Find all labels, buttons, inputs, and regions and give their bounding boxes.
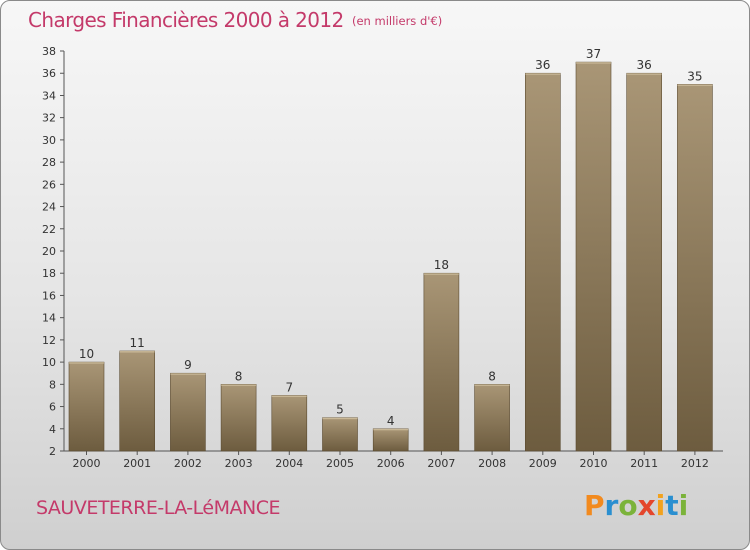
bar-top-edge <box>576 62 611 64</box>
data-label: 5 <box>336 403 344 417</box>
bar-2010 <box>575 61 612 452</box>
data-label: 35 <box>687 69 702 83</box>
bar-top-edge <box>271 395 307 397</box>
bar-2002 <box>170 372 206 452</box>
y-tick-label: 14 <box>42 312 56 325</box>
y-tick-label: 22 <box>42 223 56 236</box>
x-tick-label: 2008 <box>478 457 506 470</box>
y-tick-label: 2 <box>49 445 56 458</box>
logo-letter: i <box>655 489 666 522</box>
bars <box>68 61 713 452</box>
bar-top-edge <box>221 384 257 386</box>
x-tick-label: 2006 <box>377 457 405 470</box>
logo-letter: t <box>665 489 679 522</box>
bar-2005 <box>322 417 358 452</box>
x-tick-label: 2012 <box>681 457 709 470</box>
bar-top-edge <box>525 73 561 75</box>
data-label: 4 <box>387 414 395 428</box>
bar-top-edge <box>119 351 155 353</box>
data-label: 18 <box>434 258 449 272</box>
bar-top-edge <box>423 273 459 275</box>
y-tick-label: 4 <box>49 423 56 436</box>
y-tick-label: 10 <box>42 356 56 369</box>
logo-letter: o <box>618 489 638 522</box>
bar-2012 <box>677 84 713 452</box>
commune-name: SAUVETERRE-LA-LéMANCE <box>36 497 280 519</box>
bar-top-edge <box>626 73 662 75</box>
bar-2007 <box>423 272 460 452</box>
data-label: 36 <box>535 58 550 72</box>
y-tick-label: 12 <box>42 334 56 347</box>
bar-top-edge <box>373 428 409 431</box>
x-tick-label: 2005 <box>326 457 354 470</box>
bar-2001 <box>119 350 155 452</box>
bar-2003 <box>220 384 257 452</box>
y-tick-label: 16 <box>42 289 56 302</box>
bar-2004 <box>271 395 308 452</box>
y-tick-label: 20 <box>42 245 56 258</box>
x-tick-label: 2001 <box>123 457 151 470</box>
x-tick-label: 2002 <box>174 457 202 470</box>
logo-letter: r <box>604 489 619 522</box>
x-tick-label: 2000 <box>73 457 101 470</box>
x-tick-label: 2011 <box>630 457 658 470</box>
y-tick-label: 26 <box>42 178 56 191</box>
y-tick-label: 32 <box>42 112 56 125</box>
bar-top-edge <box>677 84 713 86</box>
bar-2008 <box>474 384 510 452</box>
chart-subtitle: (en milliers d'€) <box>352 14 443 28</box>
data-label: 37 <box>586 47 601 61</box>
bar-2009 <box>524 72 561 452</box>
x-tick-label: 2003 <box>225 457 253 470</box>
data-label: 10 <box>79 347 94 361</box>
bar-top-edge <box>474 384 510 386</box>
y-tick-label: 34 <box>42 89 56 102</box>
y-tick-label: 24 <box>42 201 56 214</box>
data-label: 7 <box>285 380 293 394</box>
y-tick-label: 18 <box>42 267 56 280</box>
data-label: 11 <box>130 336 145 350</box>
chart-title: Charges Financières 2000 à 2012 <box>28 8 344 32</box>
y-tick-label: 36 <box>42 67 56 80</box>
x-tick-label: 2009 <box>529 457 557 470</box>
y-tick-label: 30 <box>42 134 56 147</box>
data-label: 8 <box>235 369 243 383</box>
x-tick-label: 2010 <box>580 457 608 470</box>
bar-2000 <box>68 361 105 452</box>
logo-letter: x <box>637 489 656 522</box>
x-tick-label: 2007 <box>427 457 455 470</box>
bar-top-edge <box>69 362 104 364</box>
data-label: 8 <box>488 369 496 383</box>
y-tick-label: 38 <box>42 45 56 58</box>
data-label: 9 <box>184 358 192 372</box>
data-label: 36 <box>637 58 652 72</box>
logo-letter: i <box>678 489 689 522</box>
data-labels: 10 11 9 8 7 5 4 18 8 36 37 36 35 <box>79 47 703 428</box>
bar-top-edge <box>322 417 358 420</box>
y-tick-label: 28 <box>42 156 56 169</box>
bar-2006 <box>372 428 409 452</box>
y-tick-label: 6 <box>49 401 56 414</box>
y-tick-label: 8 <box>49 378 56 391</box>
x-tick-label: 2004 <box>275 457 303 470</box>
logo-letter: P <box>584 489 605 522</box>
bar-top-edge <box>170 373 206 375</box>
bar-2011 <box>626 72 663 452</box>
